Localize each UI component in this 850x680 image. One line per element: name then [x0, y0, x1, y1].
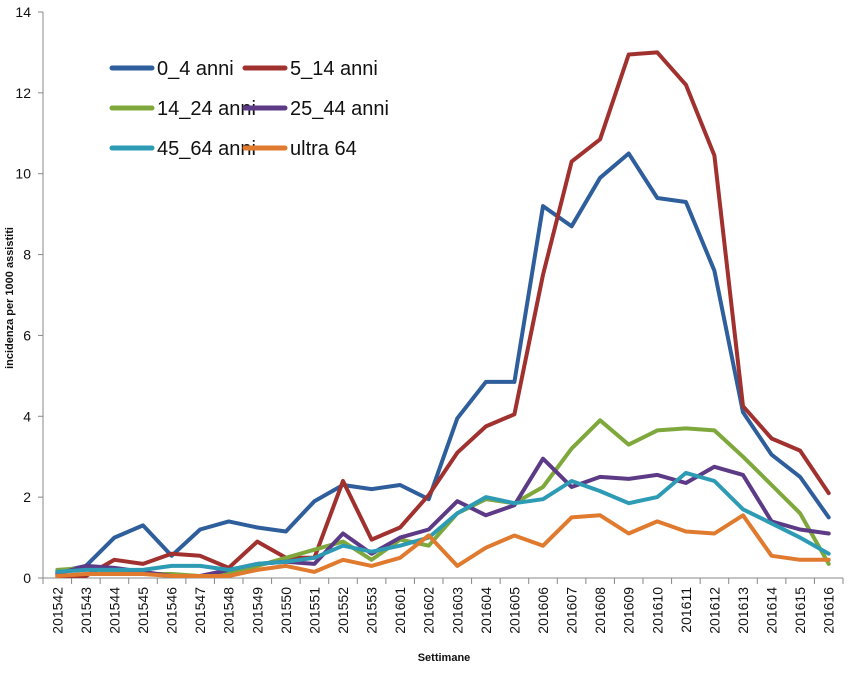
x-tick-label: 201543	[78, 587, 94, 634]
axes	[42, 12, 843, 579]
x-axis-ticks: 201542 201543 201544 201545 201546 201547 2015…	[42, 578, 844, 634]
series-line-1	[55, 50, 831, 578]
x-tick-label: 201605	[506, 587, 522, 634]
x-tick-label: 201604	[478, 587, 494, 634]
x-tick-label: 201606	[535, 587, 551, 634]
legend: 0_4 anni 5_14 anni 14_24 anni 25_44 anni 45_…	[109, 58, 389, 160]
legend-label-2: 14_24 anni	[157, 98, 256, 120]
x-tick-label: 201611	[678, 587, 694, 633]
x-tick-label: 201610	[649, 587, 665, 634]
x-tick-label: 201549	[249, 587, 265, 634]
series-line-5	[55, 513, 831, 578]
legend-label-0: 0_4 anni	[157, 58, 234, 80]
y-tick-label: 14	[15, 4, 31, 20]
x-tick-label: 201544	[106, 587, 122, 634]
legend-label-3: 25_44 anni	[290, 98, 389, 120]
x-tick-label: 201616	[821, 587, 837, 634]
x-tick-label: 201613	[735, 587, 751, 634]
x-tick-label: 201548	[221, 587, 237, 634]
y-tick-label: 12	[15, 85, 31, 101]
x-tick-label: 201614	[764, 587, 780, 634]
y-tick-label: 10	[15, 166, 31, 182]
x-tick-label: 201609	[621, 587, 637, 634]
legend-label-1: 5_14 anni	[290, 58, 378, 80]
x-tick-label: 201547	[192, 587, 208, 634]
series-layer	[55, 50, 831, 578]
y-tick-label: 4	[23, 408, 31, 424]
x-tick-label: 201607	[564, 587, 580, 634]
y-axis-ticks: 0 2 4 6 8 10 12 14	[15, 4, 43, 586]
x-tick-label: 201545	[135, 587, 151, 634]
legend-label-4: 45_64 anni	[157, 138, 256, 160]
x-tick-label: 201550	[278, 587, 294, 634]
x-tick-label: 201602	[421, 587, 437, 634]
x-tick-label: 201601	[392, 587, 408, 634]
x-tick-label: 201603	[449, 587, 465, 634]
series-line-0	[55, 151, 831, 574]
y-axis-title: incidenza per 1000 assistiti	[4, 227, 16, 369]
y-tick-label: 8	[23, 247, 31, 263]
x-tick-label: 201552	[335, 587, 351, 634]
x-tick-label: 201615	[792, 587, 808, 634]
x-tick-label: 201553	[364, 587, 380, 634]
x-tick-label: 201551	[306, 587, 322, 634]
x-tick-label: 201546	[164, 587, 180, 634]
y-tick-label: 2	[23, 489, 31, 505]
x-tick-label: 201612	[706, 587, 722, 634]
x-tick-label: 201542	[49, 587, 65, 634]
x-axis-title: Settimane	[418, 652, 471, 664]
y-tick-label: 0	[23, 570, 31, 586]
series-line-4	[55, 470, 831, 574]
y-tick-label: 6	[23, 327, 31, 343]
legend-label-5: ultra 64	[290, 138, 357, 160]
x-tick-label: 201608	[592, 587, 608, 634]
